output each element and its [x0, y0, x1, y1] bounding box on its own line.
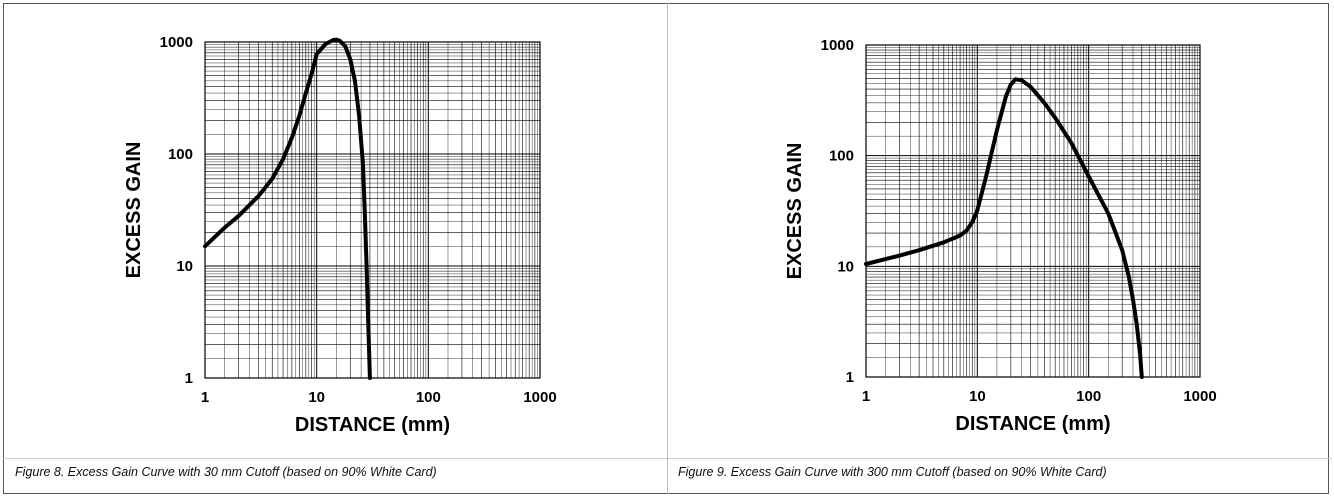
figure-9-chart: 1 10 100 1000 1 10 100 1000 DISTANCE (mm) EXCESS …: [784, 37, 1217, 435]
caption-divider: [668, 458, 1332, 459]
y-tick-label: 10: [837, 258, 854, 275]
x-tick-label: 10: [308, 389, 325, 406]
figure-9-caption: Figure 9. Excess Gain Curve with 300 mm …: [678, 465, 1107, 479]
grid: [204, 41, 541, 379]
x-tick-label: 1: [201, 389, 209, 406]
y-axis-label: EXCESS GAIN: [123, 142, 145, 279]
y-tick-label: 100: [829, 148, 854, 165]
plot-border: [865, 44, 1201, 378]
x-tick-label: 10: [969, 388, 986, 405]
x-tick-label: 100: [1076, 388, 1101, 405]
grid: [865, 44, 1201, 378]
y-axis-label: EXCESS GAIN: [784, 143, 806, 280]
figure-8-caption: Figure 8. Excess Gain Curve with 30 mm C…: [15, 465, 437, 479]
figure-9-panel: 1 10 100 1000 1 10 100 1000 DISTANCE (mm) EXCESS …: [668, 3, 1332, 494]
plot-border: [204, 41, 541, 379]
figure-8-chart: 1 10 100 1000 1 10 100 1000 DISTANCE (mm) EXCESS …: [123, 34, 557, 436]
excess-gain-curve: [203, 37, 372, 380]
y-tick-label: 1: [846, 369, 854, 386]
y-tick-label: 1000: [821, 37, 854, 54]
x-tick-label: 1: [862, 388, 870, 405]
caption-divider: [3, 458, 667, 459]
y-tick-label: 1: [185, 370, 193, 387]
figure-frame: [3, 3, 1329, 494]
excess-gain-curve: [864, 77, 1144, 379]
x-axis-label: DISTANCE (mm): [955, 413, 1110, 435]
y-tick-label: 10: [176, 258, 193, 275]
x-tick-label: 1000: [1183, 388, 1216, 405]
x-tick-label: 1000: [523, 389, 556, 406]
y-tick-label: 100: [168, 146, 193, 163]
y-tick-label: 1000: [160, 34, 193, 51]
x-tick-label: 100: [416, 389, 441, 406]
panel-divider: [667, 3, 668, 494]
figure-8-panel: 1 10 100 1000 1 10 100 1000 DISTANCE (mm) EXCESS …: [3, 3, 667, 494]
x-axis-label: DISTANCE (mm): [295, 414, 450, 436]
